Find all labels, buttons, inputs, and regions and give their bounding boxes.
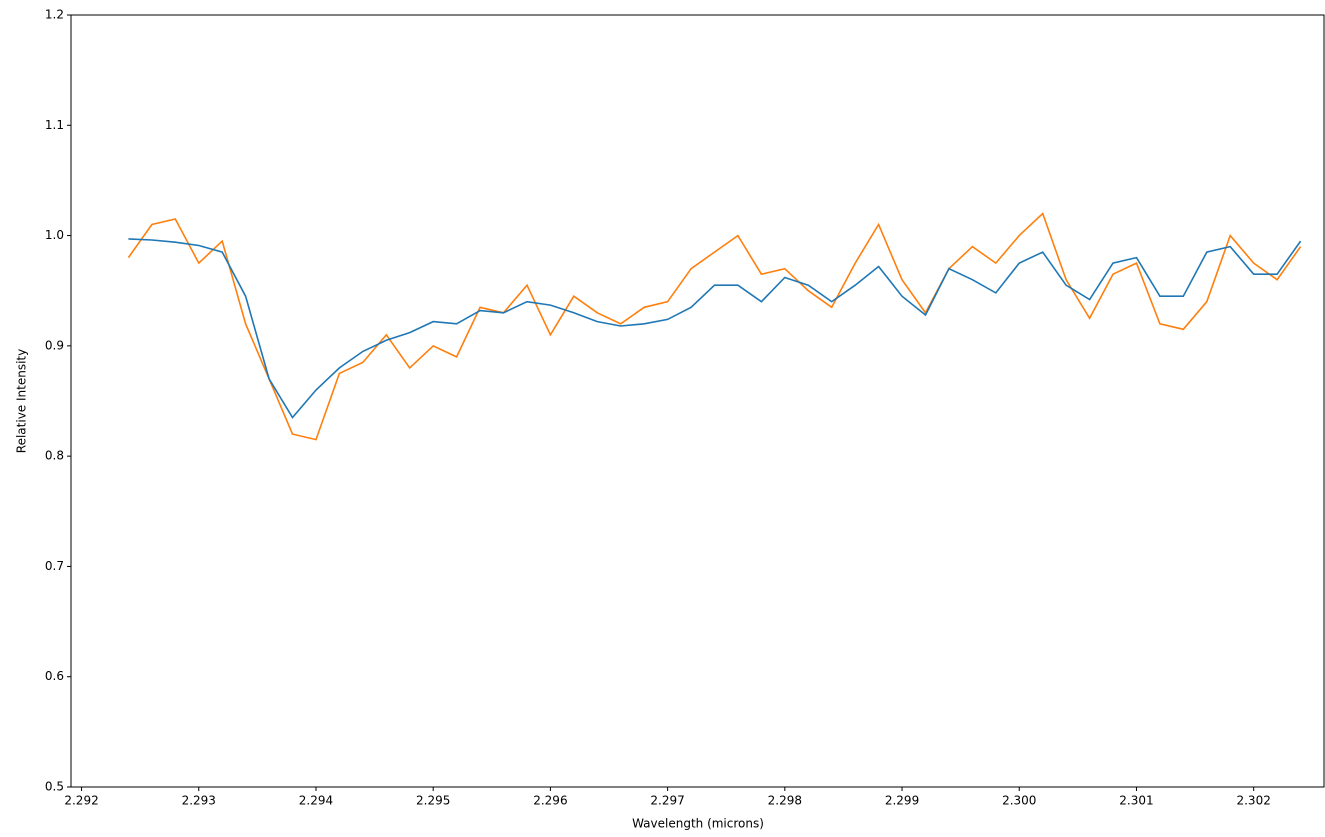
y-tick-label: 1.2 xyxy=(45,8,64,22)
data-line xyxy=(128,238,1302,419)
y-tick-label: 0.5 xyxy=(45,780,64,794)
x-tick-label: 2.297 xyxy=(650,794,684,808)
plot-frame xyxy=(70,14,1325,788)
y-tick-label: 0.8 xyxy=(45,449,64,463)
x-tick-label: 2.301 xyxy=(1119,794,1153,808)
y-tick-label: 0.6 xyxy=(45,669,64,683)
data-line xyxy=(127,212,1302,441)
x-tick-label: 2.294 xyxy=(299,794,333,808)
x-tick-label: 2.296 xyxy=(533,794,567,808)
y-tick-label: 1.0 xyxy=(45,228,64,242)
x-tick-label: 2.302 xyxy=(1236,794,1270,808)
y-tick-label: 1.1 xyxy=(45,118,64,132)
y-tick-label: 0.9 xyxy=(45,338,64,352)
y-axis-label: Relative Intensity xyxy=(15,349,29,453)
x-axis-label: Wavelength (microns) xyxy=(632,817,764,831)
x-tick-label: 2.298 xyxy=(768,794,802,808)
x-tick-label: 2.292 xyxy=(64,794,98,808)
x-tick-label: 2.300 xyxy=(1002,794,1036,808)
x-tick-label: 2.295 xyxy=(416,794,450,808)
y-tick-label: 0.7 xyxy=(45,559,64,573)
x-tick-label: 2.299 xyxy=(885,794,919,808)
x-tick-label: 2.293 xyxy=(182,794,216,808)
